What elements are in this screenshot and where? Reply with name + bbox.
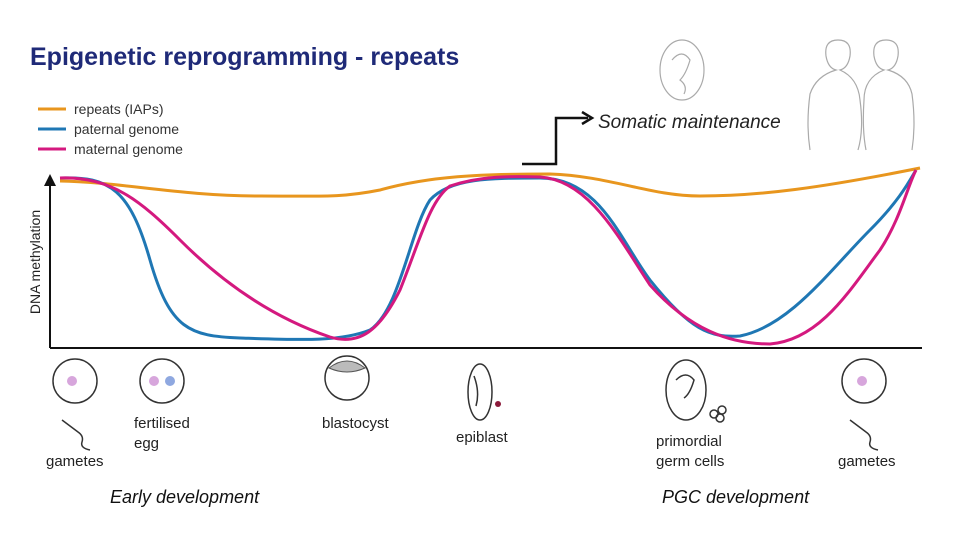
fertilised-egg-icon [139,358,185,404]
y-axis-label: DNA methylation [27,210,43,314]
stage-label: primordial [656,433,722,450]
gametes-icon [841,358,887,451]
stage-label: gametes [46,453,104,470]
legend-label: maternal genome [74,141,183,157]
annotation-arrow [522,116,588,166]
stage-label: fertilised [134,415,190,432]
stage-label: blastocyst [322,415,390,432]
stage-label: epiblast [456,429,509,446]
legend-label: repeats (IAPs) [74,101,163,117]
y-axis-arrowhead [44,174,56,186]
stage-label: gametes [838,453,896,470]
phase-label: Early development [110,487,260,507]
annotation-arrowhead [581,110,595,126]
body-silhouettes [807,39,915,151]
embryo-sketch [659,39,705,101]
epiblast-icon [467,363,501,421]
phase-label: PGC development [662,487,810,507]
stage-label: germ cells [656,453,724,470]
gametes-icon [52,358,98,451]
legend-label: paternal genome [74,121,179,137]
pgc-embryo-icon [665,359,727,423]
maternal-curve [59,169,918,346]
annotation: Somatic maintenance [598,112,781,133]
repeats-curve [59,166,921,198]
stage-label: egg [134,435,159,452]
title: Epigenetic reprogramming - repeats [30,43,459,71]
blastocyst-icon [324,355,370,401]
